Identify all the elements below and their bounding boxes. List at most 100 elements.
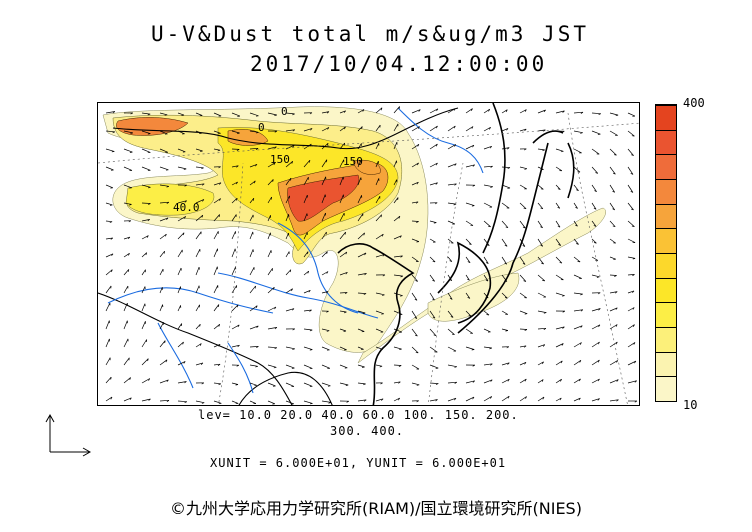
wind-vector xyxy=(249,364,258,367)
wind-vector-head xyxy=(218,402,222,405)
wind-vector-head xyxy=(291,161,294,164)
wind-vector xyxy=(231,382,239,385)
wind-vector-head xyxy=(380,382,383,385)
wind-vector xyxy=(483,379,493,384)
wind-vector-head xyxy=(273,287,275,290)
wind-vector xyxy=(591,202,597,210)
wind-vector xyxy=(411,256,419,262)
wind-vector xyxy=(159,250,165,258)
wind-vector xyxy=(555,274,564,281)
wind-vector-head xyxy=(453,203,457,206)
wind-vector xyxy=(627,256,636,259)
wind-vector xyxy=(159,304,163,312)
wind-vector-head xyxy=(432,316,436,319)
wind-vector xyxy=(465,292,471,299)
wind-vector xyxy=(285,161,293,168)
coastline-korea xyxy=(437,241,492,324)
wind-vector-head xyxy=(326,271,329,274)
wind-vector-head xyxy=(146,235,149,238)
wind-vector-head xyxy=(435,383,439,385)
wind-vector-head xyxy=(414,317,418,319)
wind-vector xyxy=(357,273,367,276)
wind-vector xyxy=(591,220,597,227)
wind-vector xyxy=(321,111,330,114)
wind-vector xyxy=(537,109,546,114)
wind-vector-head xyxy=(504,262,507,265)
wind-vector-head xyxy=(326,310,329,313)
wind-vector-head xyxy=(597,398,600,401)
wind-vector-head xyxy=(111,151,115,153)
wind-vector-head xyxy=(415,351,419,354)
wind-vector xyxy=(231,197,238,204)
wind-vector xyxy=(249,346,259,348)
wind-vector-head xyxy=(488,225,491,228)
wind-vector xyxy=(321,251,328,258)
wind-vector xyxy=(627,360,637,366)
colorbar-step xyxy=(656,252,676,278)
rivers xyxy=(107,107,484,394)
wind-vector xyxy=(159,287,163,294)
wind-vector-head xyxy=(557,225,561,228)
wind-vector-head xyxy=(542,344,546,347)
border-se-asia xyxy=(238,371,333,405)
wind-vector-head xyxy=(541,379,544,382)
wind-vector xyxy=(159,340,166,348)
wind-vector xyxy=(213,285,219,294)
wind-vector xyxy=(303,194,308,204)
wind-vector xyxy=(411,328,418,337)
wind-vector xyxy=(501,274,508,282)
wind-vector xyxy=(177,112,185,116)
colorbar-min-label: 10 xyxy=(683,398,698,412)
wind-vector xyxy=(609,274,617,276)
wind-vector xyxy=(591,341,600,348)
wind-vector-head xyxy=(307,270,310,274)
wind-vector xyxy=(519,184,527,190)
wind-vector-head xyxy=(631,208,634,211)
wind-vector xyxy=(609,360,618,366)
wind-vector xyxy=(591,148,600,155)
wind-vector xyxy=(159,322,164,330)
wind-vector xyxy=(483,363,493,366)
wind-vector xyxy=(483,256,489,264)
wind-vector xyxy=(177,232,185,240)
wind-vector xyxy=(141,358,149,366)
wind-vector-head xyxy=(398,381,401,384)
wind-vector-head xyxy=(379,365,383,368)
wind-vector xyxy=(195,148,203,152)
wind-vector xyxy=(303,213,308,222)
wind-vector xyxy=(393,364,402,366)
wind-vector xyxy=(321,382,331,387)
wind-vector xyxy=(483,310,490,316)
wind-vector xyxy=(105,376,112,384)
wind-vector-head xyxy=(274,347,278,350)
wind-vector xyxy=(249,267,255,276)
grid-lines xyxy=(98,112,639,405)
wind-vector-head xyxy=(309,143,312,147)
wind-vector xyxy=(123,202,132,205)
wind-vector xyxy=(591,238,597,244)
wind-vector-head xyxy=(485,262,489,264)
wind-vector xyxy=(555,202,561,209)
wind-vector xyxy=(501,256,507,265)
wind-vector xyxy=(627,220,635,227)
wind-vector xyxy=(375,398,384,402)
wind-vector xyxy=(195,362,204,366)
wind-vector xyxy=(375,254,385,258)
wind-vector xyxy=(447,328,455,335)
wind-vector-head xyxy=(597,378,600,382)
wind-vector xyxy=(627,307,635,312)
wind-vector-head xyxy=(164,114,168,116)
wind-vector-head xyxy=(381,234,384,237)
wind-vector-head xyxy=(454,163,457,166)
wind-vector xyxy=(177,286,181,294)
contour-label: 40.0 xyxy=(173,201,200,214)
wind-vector-head xyxy=(309,160,311,163)
wind-vector xyxy=(573,360,582,366)
wind-vector xyxy=(231,214,237,222)
wind-vector-head xyxy=(416,221,419,223)
wind-vector-head xyxy=(560,150,564,153)
wind-vector xyxy=(375,214,382,222)
wind-vector-head xyxy=(166,400,170,402)
wind-vector-head xyxy=(399,235,402,238)
wind-vector-head xyxy=(560,379,562,382)
